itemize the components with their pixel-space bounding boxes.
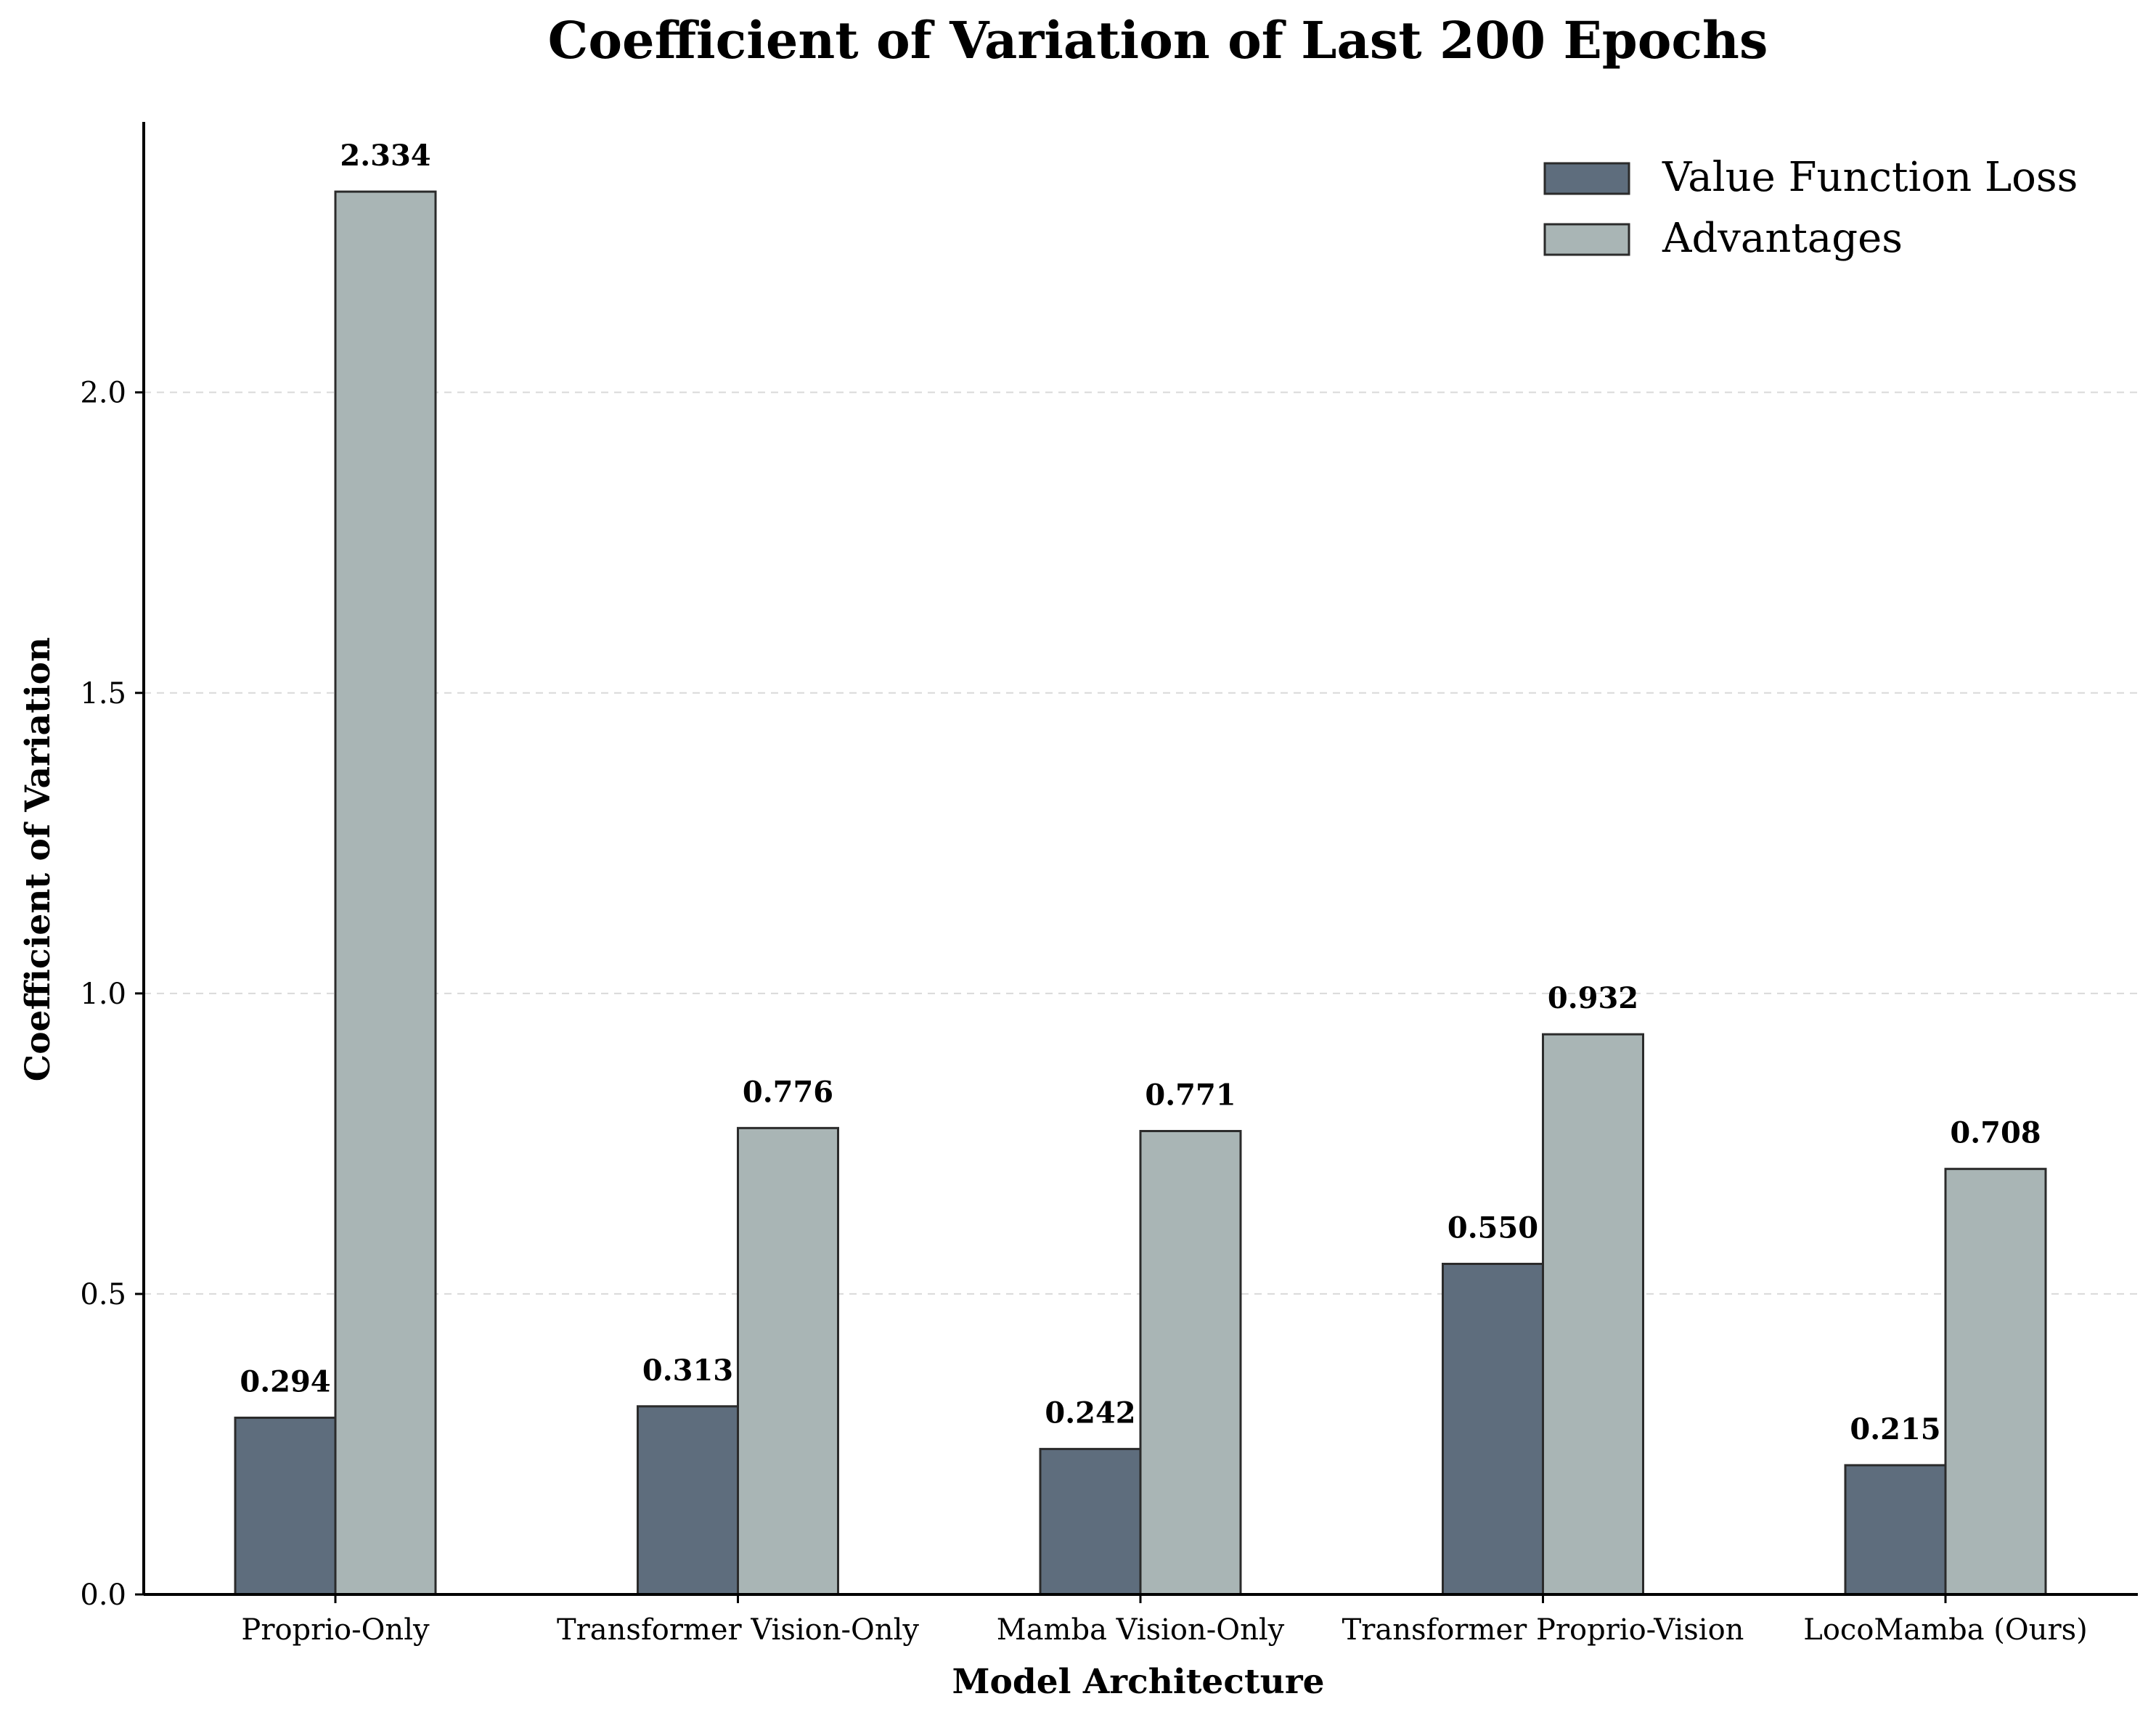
x-tick-label: Transformer Proprio-Vision [1342, 1613, 1744, 1647]
bar-value-label: 0.771 [1145, 1078, 1236, 1112]
bar-value-function-loss [637, 1405, 739, 1596]
x-tick-label: Mamba Vision-Only [997, 1613, 1285, 1647]
x-axis-label: Model Architecture [952, 1662, 1324, 1702]
bar-value-label: 0.708 [1950, 1116, 2041, 1150]
x-tick-label: LocoMamba (Ours) [1803, 1613, 2087, 1647]
bar-value-label: 0.776 [743, 1075, 833, 1109]
bar-value-label: 0.550 [1447, 1211, 1538, 1245]
bar-value-function-loss [1039, 1448, 1142, 1596]
bar-advantages [1139, 1129, 1242, 1596]
bar-advantages [1542, 1033, 1644, 1596]
bar-value-label: 0.294 [240, 1365, 330, 1399]
legend-swatch [1543, 223, 1630, 256]
legend-swatch [1543, 162, 1630, 195]
legend: Value Function Loss Advantages [1543, 154, 2078, 262]
y-tick-label: 1.5 [80, 677, 126, 710]
bar-value-label: 2.334 [340, 139, 430, 173]
bar-value-function-loss [1844, 1464, 1947, 1596]
bar-advantages [334, 190, 437, 1596]
y-axis-ticks: 0.0 0.5 1.0 1.5 2.0 [80, 377, 144, 1612]
value-labels: 0.294 2.334 0.313 0.776 0.242 0.771 0.550 0.932… [240, 139, 2041, 1446]
bar-advantages [737, 1126, 839, 1596]
y-tick-label: 1.0 [80, 978, 126, 1011]
bar-value-function-loss [234, 1417, 337, 1596]
bar-value-function-loss [1442, 1263, 1544, 1596]
y-tick-label: 2.0 [80, 377, 126, 410]
bar-value-label: 0.313 [642, 1354, 733, 1388]
y-tick-label: 0.5 [80, 1278, 126, 1311]
legend-label: Advantages [1662, 215, 1903, 262]
y-tick-label: 0.0 [80, 1578, 126, 1612]
bar-value-label: 0.242 [1045, 1396, 1135, 1430]
x-tick-label: Transformer Vision-Only [557, 1613, 919, 1647]
chart-title: Coefficient of Variation of Last 200 Epo… [548, 10, 1768, 70]
bar-value-label: 0.932 [1548, 981, 1638, 1015]
bars [234, 190, 2047, 1596]
bar-advantages [1944, 1168, 2047, 1596]
x-axis-ticks: Proprio-Only Transformer Vision-Only Mamba… [241, 1594, 2088, 1647]
x-tick-label: Proprio-Only [241, 1613, 430, 1647]
y-axis-label: Coefficient of Variation [18, 637, 58, 1081]
bar-value-label: 0.215 [1850, 1412, 1940, 1446]
legend-label: Value Function Loss [1662, 154, 2078, 201]
